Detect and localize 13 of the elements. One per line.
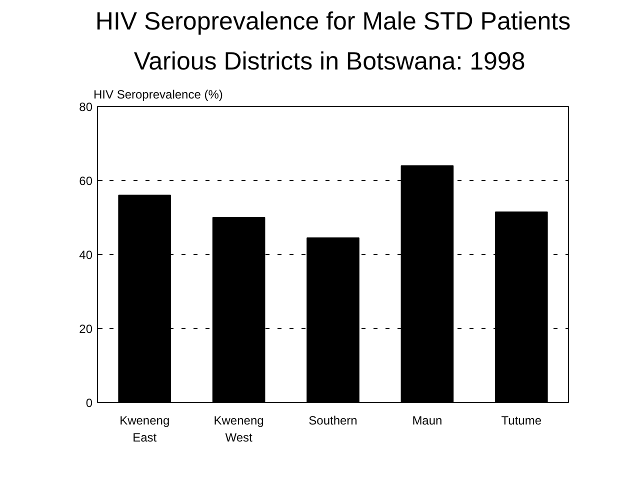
x-tick-label: Kweneng East: [120, 414, 170, 444]
y-tick-label: 0: [86, 396, 93, 410]
x-tick-label: Maun: [412, 414, 442, 428]
chart-title: HIV Seroprevalence for Male STD Patients: [95, 8, 571, 36]
y-tick-label: 40: [79, 248, 93, 262]
x-tick-label: Tutume: [501, 414, 542, 428]
x-tick-label: Southern: [308, 414, 358, 428]
chart-subtitle: Various Districts in Botswana: 1998: [134, 48, 526, 76]
y-axis-title: HIV Seroprevalence (%): [94, 88, 223, 102]
x-tick-label: Kweneng West: [214, 414, 264, 444]
y-tick-label: 80: [79, 100, 93, 114]
y-tick-label: 60: [79, 174, 93, 188]
y-tick-label: 20: [79, 322, 93, 336]
